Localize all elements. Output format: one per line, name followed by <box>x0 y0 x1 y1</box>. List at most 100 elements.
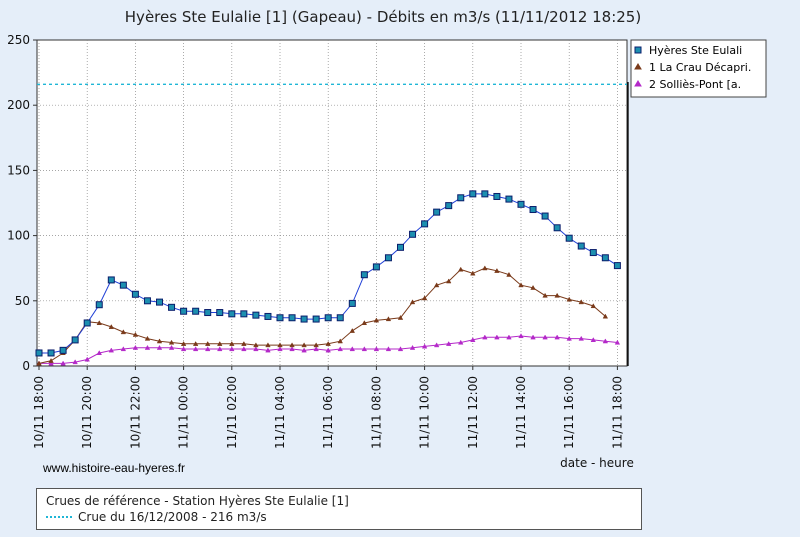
data-point <box>542 334 548 340</box>
data-point <box>542 292 548 298</box>
data-point <box>313 342 319 348</box>
data-point <box>156 344 163 350</box>
data-point <box>397 314 404 320</box>
data-point <box>241 346 247 352</box>
data-point <box>566 335 572 341</box>
data-point <box>108 324 115 329</box>
data-point <box>325 347 331 353</box>
x-axis: 10/11 18:00 10/11 20:00 10/11 22:00 11/11 0… <box>32 366 624 449</box>
website-credit: www.histoire-eau-hyeres.fr <box>43 461 186 475</box>
legend-marker-triangle <box>634 80 642 87</box>
data-point <box>229 341 235 346</box>
data-point <box>156 298 163 306</box>
data-point <box>482 334 488 340</box>
data-point <box>180 307 188 315</box>
data-point <box>385 346 392 352</box>
y-tick-label: 250 <box>7 33 30 47</box>
data-point <box>505 195 513 203</box>
data-point <box>566 296 572 302</box>
data-point <box>204 309 212 317</box>
data-point <box>120 346 127 352</box>
x-tick-label: 11/11 18:00 <box>610 376 624 449</box>
data-point <box>120 329 127 335</box>
data-point <box>119 281 127 289</box>
y-tick-label: 100 <box>7 229 30 243</box>
x-tick-label: 10/11 18:00 <box>32 376 46 449</box>
data-point <box>458 339 464 345</box>
data-point <box>96 350 102 356</box>
data-point <box>578 299 584 305</box>
data-point <box>469 190 477 198</box>
data-point <box>265 342 271 348</box>
data-point <box>361 346 368 352</box>
x-axis-label: date - heure <box>560 456 634 470</box>
data-point <box>192 341 199 346</box>
data-point <box>458 266 464 272</box>
data-point <box>349 327 356 333</box>
x-tick-label: 11/11 14:00 <box>514 376 528 449</box>
data-point <box>300 315 308 323</box>
data-point <box>192 307 200 315</box>
x-tick-label: 11/11 10:00 <box>418 376 432 449</box>
data-point <box>325 341 331 346</box>
data-point <box>229 346 235 352</box>
data-point <box>204 341 211 346</box>
data-point <box>553 224 561 232</box>
y-axis: 0 50 100 150 200 250 <box>7 33 37 373</box>
data-point <box>71 336 79 344</box>
data-point <box>253 346 259 352</box>
data-point <box>60 360 66 366</box>
x-tick-label: 11/11 12:00 <box>466 376 480 449</box>
data-point <box>493 192 501 200</box>
data-point <box>95 301 103 309</box>
data-point <box>613 262 621 270</box>
data-point <box>518 282 524 288</box>
data-point <box>312 315 320 323</box>
data-point <box>48 360 54 366</box>
data-point <box>252 311 260 319</box>
data-point <box>324 314 332 322</box>
data-point <box>277 342 283 348</box>
data-point <box>433 342 440 348</box>
dotted-line-icon <box>46 516 72 518</box>
data-point <box>589 249 597 257</box>
y-tick-label: 50 <box>15 294 30 308</box>
data-point <box>180 341 187 346</box>
data-point <box>289 346 295 352</box>
data-point <box>421 343 428 349</box>
data-point <box>614 339 621 345</box>
legend-entry: Hyères Ste Eulali <box>649 44 742 57</box>
series-group <box>35 190 621 366</box>
data-point <box>84 356 90 362</box>
data-point <box>384 254 392 262</box>
x-tick-label: 11/11 16:00 <box>562 376 576 449</box>
data-point <box>168 303 176 311</box>
data-point <box>265 347 271 353</box>
data-point <box>506 334 512 340</box>
y-tick-label: 200 <box>7 98 30 112</box>
data-point <box>445 202 453 210</box>
data-point <box>601 254 609 262</box>
legend-items: Hyères Ste Eulali 1 La Crau Décapri. 2 Sol… <box>634 44 751 91</box>
data-point <box>228 310 236 318</box>
data-point <box>132 344 139 350</box>
data-point <box>578 335 584 341</box>
data-point <box>241 341 247 346</box>
data-point <box>433 282 440 288</box>
data-point <box>131 290 139 298</box>
data-point <box>530 334 536 340</box>
data-point <box>289 342 295 348</box>
x-tick-label: 10/11 20:00 <box>80 376 94 449</box>
legend-marker-triangle <box>634 63 642 70</box>
data-point <box>360 271 368 279</box>
data-point <box>107 276 115 284</box>
data-point <box>288 314 296 322</box>
data-point <box>397 243 404 251</box>
data-point <box>48 357 54 363</box>
x-tick-label: 10/11 22:00 <box>128 376 142 449</box>
data-point <box>529 206 537 214</box>
data-point <box>108 347 115 353</box>
data-point <box>541 212 549 220</box>
y-tick-label: 0 <box>22 359 30 373</box>
